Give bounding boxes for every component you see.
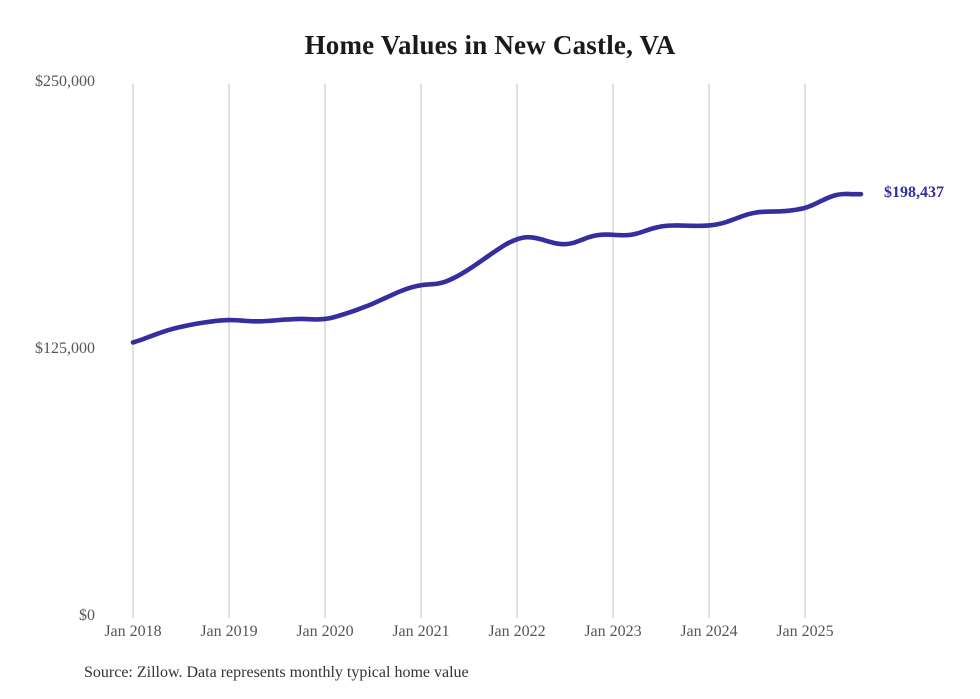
x-axis-tick-label: Jan 2021 (392, 623, 450, 640)
y-axis-tick-label: $0 (79, 607, 95, 624)
chart-title: Home Values in New Castle, VA (304, 30, 676, 60)
x-axis-tick-label: Jan 2023 (584, 623, 642, 640)
x-axis-tick-label: Jan 2018 (104, 623, 162, 640)
x-axis-tick-label: Jan 2019 (200, 623, 258, 640)
x-axis-tick-label: Jan 2022 (488, 623, 546, 640)
gridlines (132, 84, 806, 618)
y-axis-tick-label: $250,000 (35, 73, 95, 90)
x-axis-tick-label: Jan 2020 (296, 623, 354, 640)
source-note: Source: Zillow. Data represents monthly … (84, 664, 469, 681)
data-series (130, 191, 864, 345)
y-axis-tick-label: $125,000 (35, 340, 95, 357)
x-axis-tick-label: Jan 2025 (776, 623, 834, 640)
end-value-label: $198,437 (884, 184, 944, 202)
series-line (130, 191, 864, 345)
x-axis-tick-label: Jan 2024 (680, 623, 738, 640)
